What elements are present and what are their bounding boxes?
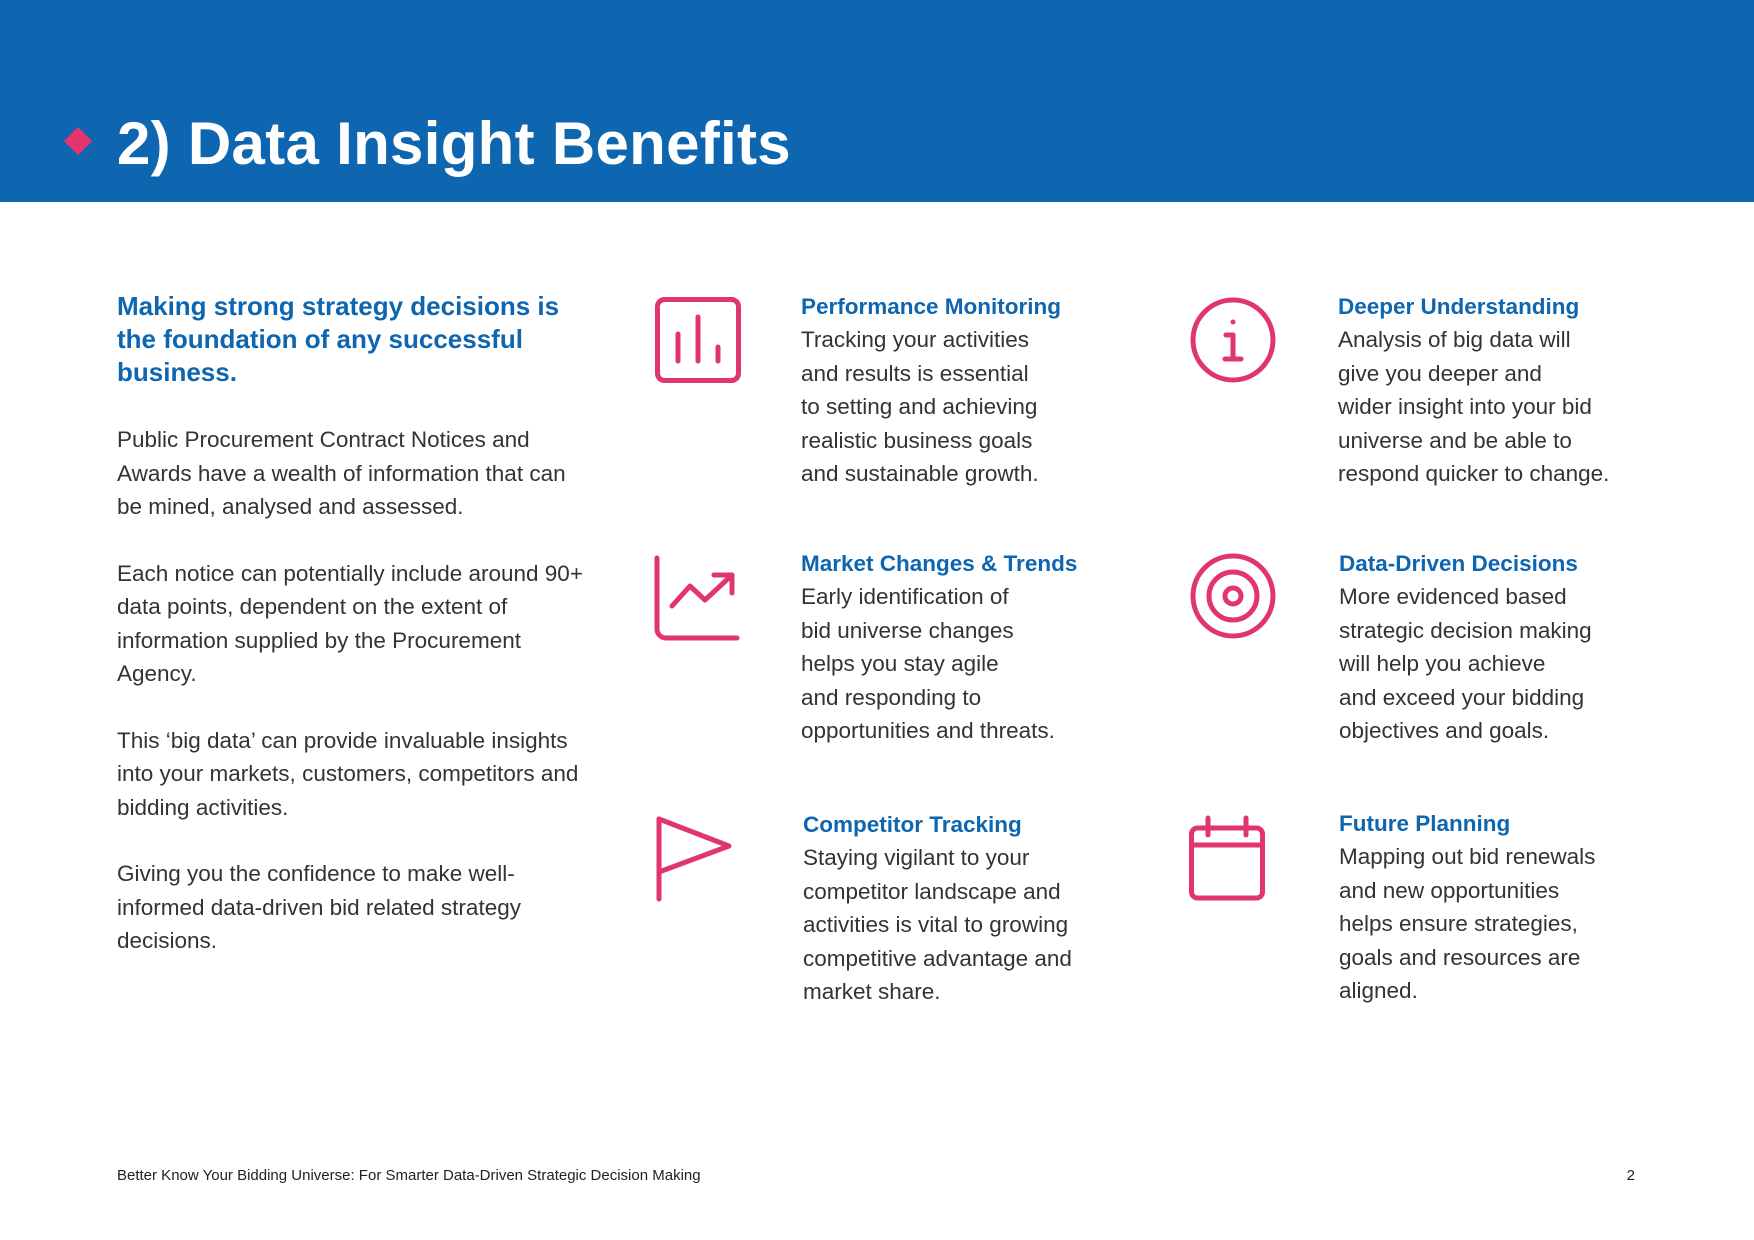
benefit-text: Analysis of big data will give you deepe… <box>1338 327 1610 486</box>
target-icon <box>1190 553 1276 639</box>
benefit-title: Market Changes & Trends <box>801 551 1078 576</box>
benefit-future-planning: Future Planning Mapping out bid renewals… <box>1339 807 1595 1008</box>
benefit-competitor-tracking: Competitor Tracking Staying vigilant to … <box>803 808 1072 1009</box>
benefit-text: Early identification of bid universe cha… <box>801 584 1055 743</box>
flag-icon <box>656 816 734 902</box>
bar-chart-icon <box>655 297 741 383</box>
benefit-text: Mapping out bid renewals and new opportu… <box>1339 844 1596 1003</box>
benefit-deeper-understanding: Deeper Understanding Analysis of big dat… <box>1338 290 1609 491</box>
footer-document-title: Better Know Your Bidding Universe: For S… <box>117 1167 701 1184</box>
calendar-icon <box>1189 815 1265 901</box>
benefit-title: Competitor Tracking <box>803 812 1022 837</box>
benefit-text: Staying vigilant to your competitor land… <box>803 845 1072 1004</box>
info-icon <box>1190 297 1276 383</box>
benefit-title: Future Planning <box>1339 811 1511 836</box>
benefit-market-changes: Market Changes & Trends Early identifica… <box>801 547 1077 748</box>
intro-paragraph: Public Procurement Contract Notices and … <box>117 427 566 519</box>
page-header: 2) Data Insight Benefits <box>0 0 1754 202</box>
intro-lead: Making strong strategy decisions is the … <box>117 291 560 387</box>
intro-paragraph: This ‘big data’ can provide invaluable i… <box>117 727 579 820</box>
benefit-text: More evidenced based strategic decision … <box>1339 584 1592 743</box>
benefit-title: Deeper Understanding <box>1338 294 1580 319</box>
diamond-bullet-icon <box>63 126 93 156</box>
benefit-title: Data-Driven Decisions <box>1339 551 1578 576</box>
benefit-text: Tracking your activities and results is … <box>801 327 1039 486</box>
trend-chart-icon <box>654 555 740 641</box>
intro-paragraph: Each notice can potentially include arou… <box>117 560 583 687</box>
benefit-data-driven-decisions: Data-Driven Decisions More evidenced bas… <box>1339 547 1592 748</box>
intro-section: Making strong strategy decisions is the … <box>117 290 587 991</box>
benefit-performance-monitoring: Performance Monitoring Tracking your act… <box>801 290 1061 491</box>
page-title: 2) Data Insight Benefits <box>117 110 791 177</box>
footer-page-number: 2 <box>1626 1167 1635 1184</box>
benefit-title: Performance Monitoring <box>801 294 1062 319</box>
intro-paragraph: Giving you the confidence to make well-i… <box>117 861 521 953</box>
